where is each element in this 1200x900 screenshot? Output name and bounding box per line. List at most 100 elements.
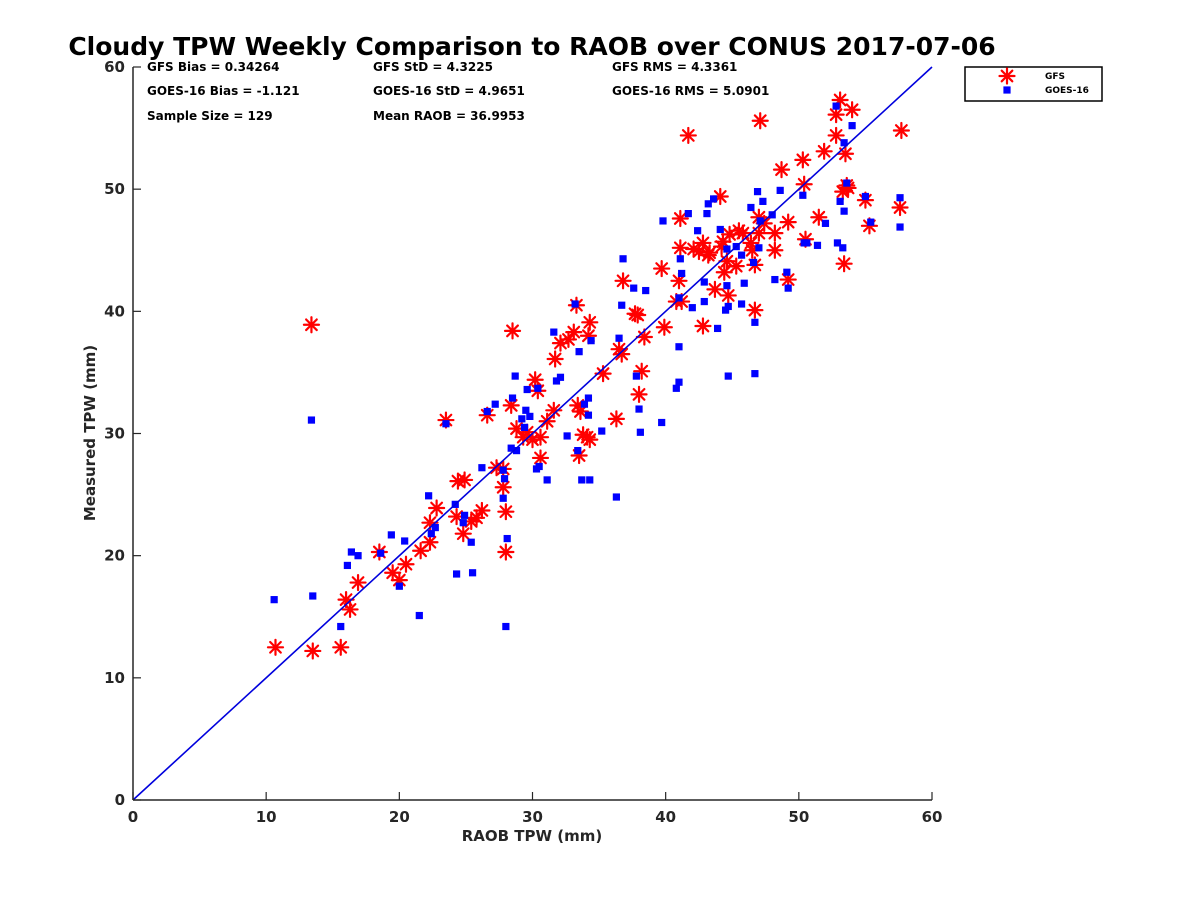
goes-16-point-30 xyxy=(507,444,515,452)
goes-16-point-93 xyxy=(747,203,755,212)
goes-16-point-121 xyxy=(896,194,904,202)
goes-16-point-65 xyxy=(642,286,650,295)
gfs-point-95 xyxy=(751,112,769,130)
goes-16-point-55 xyxy=(587,337,595,345)
gfs-point-97 xyxy=(766,224,784,242)
goes-16-point-17 xyxy=(452,570,461,578)
goes-16-point-58 xyxy=(615,334,623,342)
gfs-point-74 xyxy=(694,317,712,335)
goes-16-point-118 xyxy=(848,122,856,130)
goes-16-point-77 xyxy=(700,297,708,306)
goes-16-point-110 xyxy=(821,219,830,227)
goes-16-point-22 xyxy=(478,464,486,472)
goes-16-point-11 xyxy=(415,611,423,620)
y-axis-label: Measured TPW (mm) xyxy=(81,345,99,521)
goes-16-point-25 xyxy=(499,466,507,474)
goes-16-point-23 xyxy=(483,407,491,416)
stat-r0-c1: GFS StD = 4.3225 xyxy=(373,60,493,74)
gfs-point-86 xyxy=(727,257,745,275)
goes-16-point-60 xyxy=(619,255,627,263)
gfs-point-60 xyxy=(629,306,647,324)
goes-16-point-72 xyxy=(676,255,684,263)
x-tick-label-20: 20 xyxy=(389,808,410,826)
goes-16-point-53 xyxy=(584,394,593,402)
goes-16-point-97 xyxy=(753,188,762,196)
gfs-point-10 xyxy=(397,555,415,573)
gfs-point-78 xyxy=(706,280,724,298)
gfs-point-28 xyxy=(497,543,515,561)
goes-16-point-74 xyxy=(684,210,692,218)
goes-16-point-122 xyxy=(896,223,904,231)
gfs-point-112 xyxy=(836,145,855,163)
legend-goes16-marker xyxy=(1003,86,1011,94)
gfs-point-22 xyxy=(473,501,491,520)
goes-16-point-80 xyxy=(704,200,712,208)
gfs-point-29 xyxy=(503,322,522,340)
goes-16-point-13 xyxy=(427,530,435,538)
goes-16-point-114 xyxy=(839,244,847,252)
goes-16-point-82 xyxy=(714,324,722,333)
x-tick-label-40: 40 xyxy=(655,808,676,826)
gfs-point-27 xyxy=(497,503,515,521)
stats-block: GFS Bias = 0.34264 GFS StD = 4.3225 GFS RM… xyxy=(147,60,769,123)
stat-r2-c1: Mean RAOB = 36.9953 xyxy=(373,109,525,123)
goes-16-point-15 xyxy=(442,420,450,428)
goes-16-point-45 xyxy=(556,373,565,381)
goes-16-point-19 xyxy=(460,511,469,519)
goes-16-point-38 xyxy=(526,412,534,420)
gfs-point-41 xyxy=(546,350,564,368)
y-tick-label-0: 0 xyxy=(115,791,125,809)
goes-16-point-113 xyxy=(836,197,844,205)
gfs-point-37 xyxy=(531,428,550,446)
goes-16-point-64 xyxy=(636,428,644,436)
goes-16-point-90 xyxy=(737,300,746,308)
y-tick-label-50: 50 xyxy=(104,180,125,198)
goes-16-point-27 xyxy=(500,475,509,483)
legend-goes16-label: GOES-16 xyxy=(1045,86,1089,96)
goes-16-point-88 xyxy=(724,302,732,311)
x-tick-label-60: 60 xyxy=(922,808,943,826)
axes: 0 10 20 30 40 50 60 0 10 20 30 40 50 60 xyxy=(104,58,942,826)
goes-16-point-34 xyxy=(518,415,526,423)
legend-gfs-label: GFS xyxy=(1045,72,1065,82)
x-tick-label-30: 30 xyxy=(522,808,543,826)
gfs-point-75 xyxy=(694,234,712,252)
gfs-point-106 xyxy=(815,142,833,160)
goes-16-point-102 xyxy=(771,275,779,284)
goes-16-point-36 xyxy=(522,406,530,414)
gfs-point-18 xyxy=(455,471,474,489)
goes-16-point-18 xyxy=(459,519,467,527)
goes-16-point-66 xyxy=(658,418,666,427)
goes-16-point-57 xyxy=(612,493,620,501)
goes-16-point-98 xyxy=(755,244,763,252)
goes-16-point-41 xyxy=(535,462,543,471)
goes-16-point-1 xyxy=(307,416,316,424)
gfs-point-19 xyxy=(454,525,472,543)
goes-16-point-119 xyxy=(861,192,870,201)
goes-16-point-105 xyxy=(784,284,792,292)
gfs-point-44 xyxy=(565,323,583,341)
goes-16-point-115 xyxy=(840,139,848,147)
goes-16-point-48 xyxy=(574,447,582,455)
goes-16-point-10 xyxy=(401,537,409,545)
goes-16-point-70 xyxy=(675,378,683,386)
goes-16-point-84 xyxy=(721,306,730,314)
gfs-point-71 xyxy=(679,126,697,145)
goes-16-point-37 xyxy=(523,385,531,394)
gfs-point-52 xyxy=(581,313,599,331)
gfs-point-102 xyxy=(794,151,812,169)
goes-16-point-20 xyxy=(467,538,475,546)
data-marks xyxy=(266,91,910,660)
stat-r0-c0: GFS Bias = 0.34264 xyxy=(147,60,279,74)
chart-title: Cloudy TPW Weekly Comparison to RAOB ove… xyxy=(68,32,995,61)
goes-16-point-28 xyxy=(503,534,511,543)
goes-16-point-69 xyxy=(675,343,683,351)
goes-16-point-108 xyxy=(803,239,811,247)
goes-16-point-35 xyxy=(520,423,529,431)
gfs-point-3 xyxy=(302,316,321,334)
goes-16-point-21 xyxy=(468,569,477,577)
stat-r1-c1: GOES-16 StD = 4.9651 xyxy=(373,84,525,98)
goes-16-point-81 xyxy=(710,195,718,203)
gfs-point-64 xyxy=(653,259,671,278)
goes-16-point-96 xyxy=(751,370,759,378)
